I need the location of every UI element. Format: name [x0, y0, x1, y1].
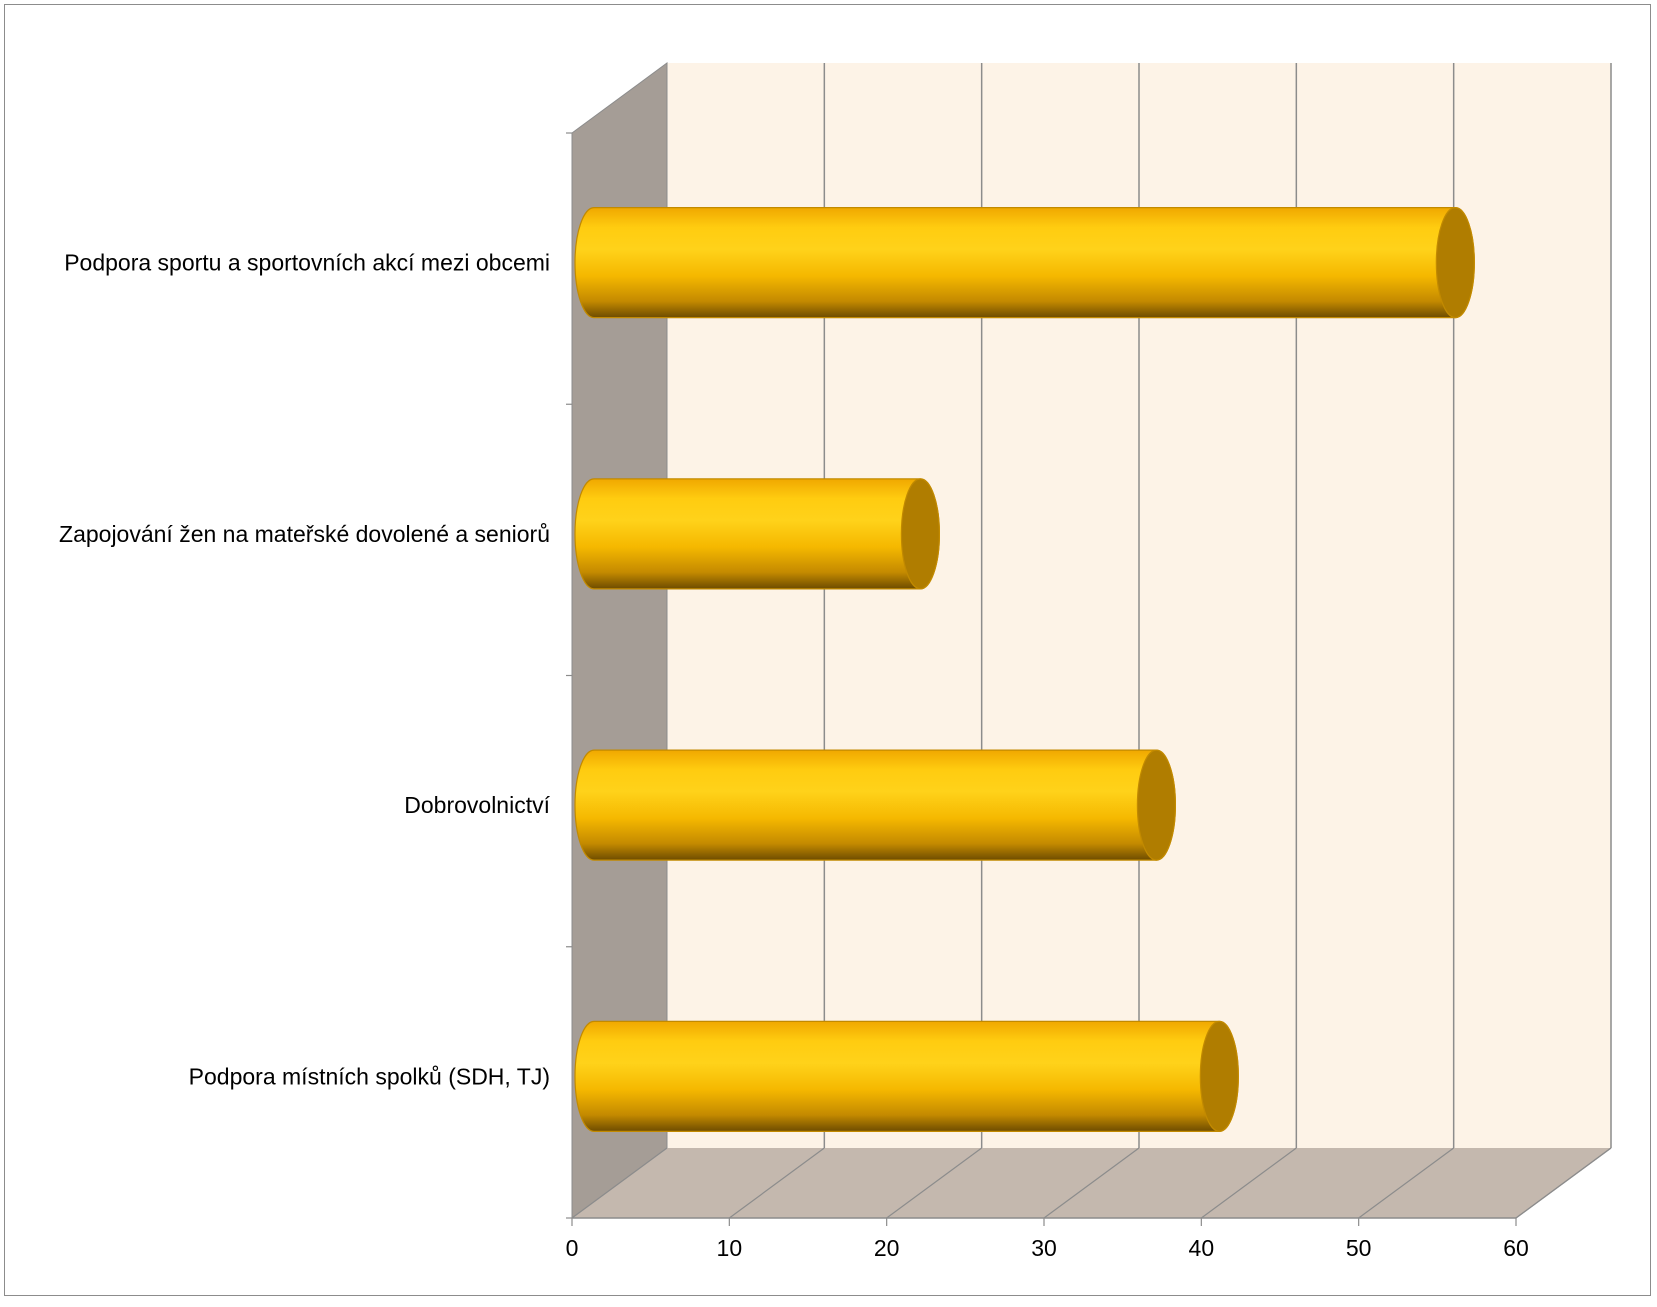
bar [574, 1020, 1239, 1132]
chart-frame: 0 10 20 30 40 50 60 Podpora sportu a sportovníc… [4, 4, 1651, 1296]
bar-group [574, 478, 941, 590]
x-tick-label: 50 [1346, 1235, 1372, 1261]
bar-cap [900, 478, 941, 590]
x-tick-label: 20 [874, 1235, 900, 1261]
category-label: Dobrovolnictví [404, 792, 550, 818]
bar-group [574, 1020, 1239, 1132]
x-tick-label: 60 [1503, 1235, 1529, 1261]
bar-cap [1136, 749, 1177, 861]
floor-edge [1515, 1147, 1612, 1219]
bar-group [574, 207, 1475, 319]
x-tick-label: 30 [1031, 1235, 1057, 1261]
floor-gridline [1200, 1147, 1297, 1219]
bar [574, 749, 1176, 861]
chart-plot: 0 10 20 30 40 50 60 Podpora sportu a sportovníc… [59, 62, 1612, 1261]
category-label: Podpora místních spolků (SDH, TJ) [189, 1063, 550, 1089]
x-tick-label: 0 [566, 1235, 579, 1261]
bar [574, 207, 1475, 319]
category-label: Zapojování žen na mateřské dovolené a se… [59, 521, 550, 547]
x-tick-label: 10 [717, 1235, 743, 1261]
x-tick-label: 40 [1189, 1235, 1215, 1261]
bar-group [574, 749, 1177, 861]
category-label: Podpora sportu a sportovních akcí mezi o… [64, 250, 550, 276]
bar-cap [1435, 207, 1475, 319]
floor-gridline [571, 1147, 668, 1219]
floor-gridline [1043, 1147, 1140, 1219]
floor-gridline [886, 1147, 983, 1219]
bar [574, 478, 940, 590]
floor-gridline [728, 1147, 825, 1219]
bar-cap [1199, 1020, 1239, 1132]
floor-gridline [1358, 1147, 1455, 1219]
